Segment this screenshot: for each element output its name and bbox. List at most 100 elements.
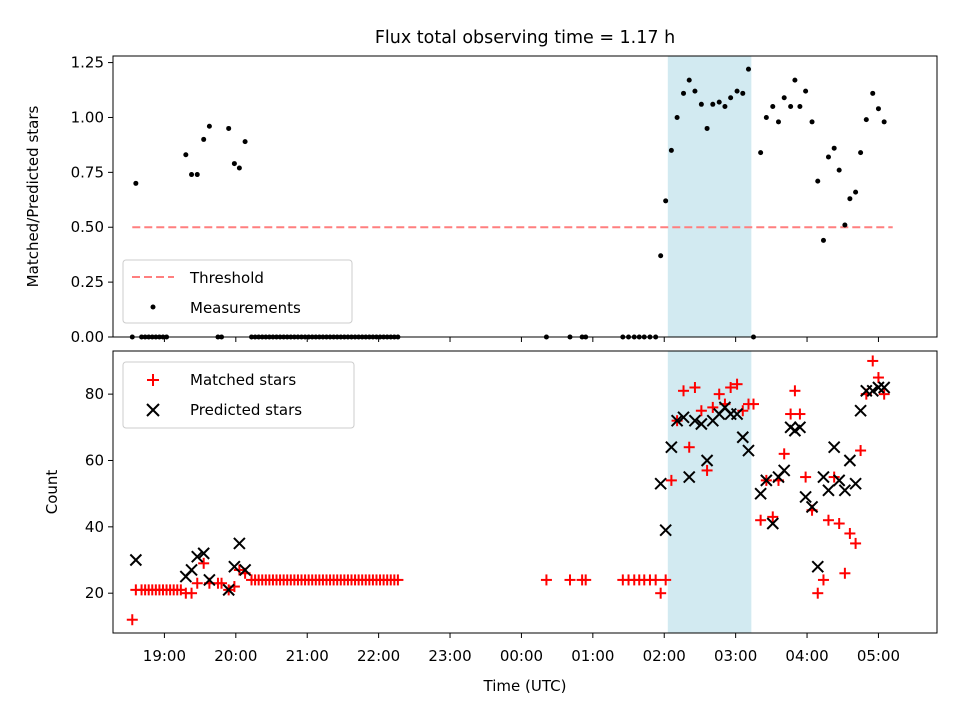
predicted-x-b: [688, 414, 702, 427]
predicted-x-b: [817, 470, 830, 484]
measurement-point: [698, 101, 704, 107]
predicted-star-point: [129, 553, 143, 567]
count-axes-frame: [112, 350, 938, 634]
predicted-x-b: [843, 454, 857, 467]
count-y-tick-label: 40: [85, 518, 104, 536]
measurement-point: [781, 95, 787, 101]
count-y-axis-label: Count: [43, 470, 61, 515]
ratio-y-tick-label: 0.75: [71, 163, 104, 181]
measurement-point: [201, 136, 207, 142]
measurement-point: [792, 77, 798, 83]
ratio-x-ticks: [163, 337, 879, 342]
matched-star-point: [800, 471, 812, 483]
measurement-point: [231, 161, 237, 167]
ratio-y-ticks: 0.00 0.25 0.50 0.75 1.00 1.25: [71, 54, 113, 346]
measurement-point: [740, 90, 746, 96]
count-shaded-region: [667, 351, 752, 633]
ratio-legend-box: [122, 259, 353, 324]
measurement-point: [133, 180, 139, 186]
count-legend: Matched stars Predicted stars: [122, 361, 355, 429]
legend-predicted-label: Predicted stars: [190, 401, 302, 419]
predicted-star-point: [822, 484, 835, 497]
measurement-point: [788, 103, 794, 109]
measurement-point: [189, 172, 195, 178]
predicted-x-b: [238, 563, 252, 577]
measurement-point: [704, 125, 710, 131]
x-tick-label: 23:00: [428, 647, 471, 665]
predicted-x-b: [654, 477, 667, 490]
matched-star-point: [839, 567, 851, 579]
count-y-ticks: 20 40 60 80: [85, 385, 113, 602]
predicted-x-b: [683, 470, 696, 484]
matched-star-point: [689, 381, 701, 393]
predicted-x-b: [866, 384, 879, 398]
matched-star-point: [683, 441, 695, 453]
predicted-x-b: [228, 560, 241, 573]
predicted-x-b: [766, 517, 779, 530]
predicted-x-b: [838, 484, 852, 497]
measurement-point: [858, 150, 864, 156]
matched-star-point: [812, 587, 824, 599]
predicted-x-b: [754, 487, 767, 500]
predicted-star-point: [849, 477, 862, 490]
x-tick-label: 20:00: [214, 647, 257, 665]
legend-measurements-swatch: [150, 304, 156, 310]
count-y-tick-label: 60: [85, 451, 104, 469]
matched-star-point: [707, 401, 719, 413]
predicted-star-point: [760, 474, 773, 487]
ratio-y-tick-label: 1.00: [71, 108, 104, 126]
predicted-star-point: [238, 563, 252, 577]
legend-matched-label: Matched stars: [190, 371, 296, 389]
predicted-x-b: [811, 560, 824, 573]
matched-star-point: [198, 557, 210, 569]
measurement-point: [668, 147, 674, 153]
predicted-x-b: [222, 583, 235, 597]
legend-measurements-label: Measurements: [190, 299, 301, 317]
predicted-x-b: [854, 404, 867, 417]
predicted-star-point: [811, 560, 824, 573]
measurement-point: [770, 103, 776, 109]
predicted-star-point: [854, 404, 867, 417]
matched-star-point: [655, 587, 667, 599]
matched-star-point: [828, 471, 840, 483]
predicted-star-point: [654, 477, 667, 490]
measurement-point: [797, 103, 803, 109]
count-y-tick-label: 20: [85, 584, 104, 602]
predicted-star-point: [695, 417, 708, 431]
predicted-stars-series: [129, 381, 891, 597]
predicted-x-b: [233, 537, 246, 550]
predicted-star-point: [185, 563, 198, 577]
predicted-star-point: [742, 444, 755, 457]
matched-star-point: [778, 448, 790, 460]
measurement-point: [847, 196, 853, 202]
matched-star-point: [855, 445, 867, 457]
predicted-star-point: [799, 490, 812, 504]
measurement-point: [658, 253, 664, 259]
ratio-shaded-region: [667, 56, 752, 337]
predicted-x-b: [185, 563, 198, 577]
measurement-point: [815, 178, 821, 184]
predicted-x-b: [827, 441, 841, 454]
ratio-y-axis-label: Matched/Predicted stars: [24, 106, 42, 288]
legend-threshold-label: Threshold: [189, 269, 264, 287]
predicted-x-b: [677, 411, 690, 424]
matched-star-point: [701, 464, 713, 476]
predicted-x-b: [742, 444, 755, 457]
measurement-point: [758, 150, 764, 156]
measurement-point: [809, 119, 815, 125]
predicted-x-b: [695, 417, 708, 431]
predicted-star-point: [866, 384, 879, 398]
ratio-y-tick-label: 1.25: [71, 54, 104, 72]
predicted-star-point: [203, 573, 216, 587]
measurement-point: [836, 167, 842, 173]
x-tick-label: 04:00: [785, 647, 828, 665]
predicted-star-point: [665, 441, 678, 454]
measurement-point: [842, 222, 848, 228]
matched-star-point: [794, 408, 806, 420]
matched-star-point: [713, 388, 725, 400]
measurement-point: [236, 165, 242, 171]
matched-star-point: [785, 408, 797, 420]
predicted-star-point: [793, 421, 807, 434]
matched-star-point: [747, 398, 759, 410]
count-shaded-band: [667, 351, 752, 633]
